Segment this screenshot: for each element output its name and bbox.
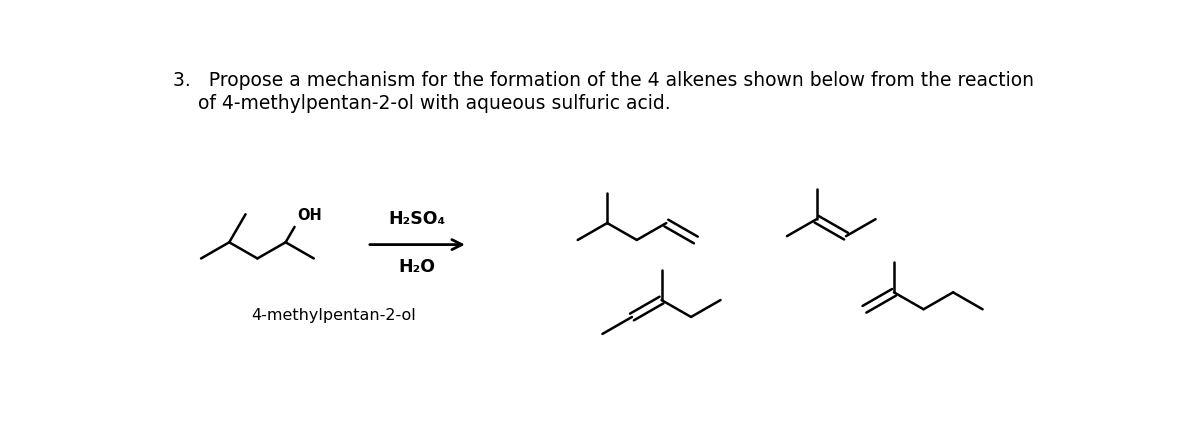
- Text: H₂SO₄: H₂SO₄: [389, 210, 446, 228]
- Text: of 4-methylpentan-2-ol with aqueous sulfuric acid.: of 4-methylpentan-2-ol with aqueous sulf…: [198, 94, 671, 113]
- Text: 4-methylpentan-2-ol: 4-methylpentan-2-ol: [251, 308, 415, 323]
- Text: OH: OH: [296, 208, 322, 223]
- Text: 3.   Propose a mechanism for the formation of the 4 alkenes shown below from the: 3. Propose a mechanism for the formation…: [173, 71, 1034, 89]
- Text: H₂O: H₂O: [398, 258, 436, 276]
